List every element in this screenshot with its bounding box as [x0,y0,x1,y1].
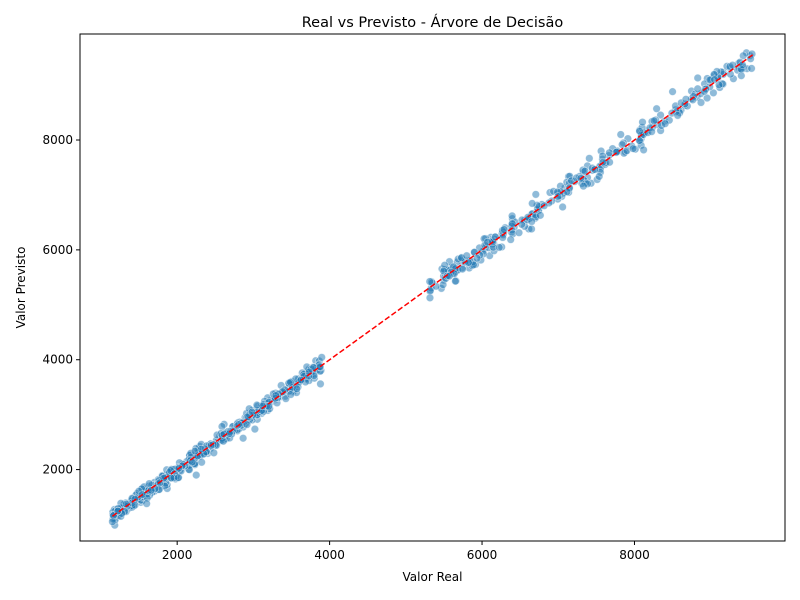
data-point [618,140,627,149]
y-tick-label: 4000 [42,353,73,367]
data-point [464,258,473,267]
data-point [499,225,509,234]
data-point [629,144,638,153]
data-point [286,390,295,399]
plot-area-frame [79,33,786,542]
data-point [225,429,234,438]
data-point [635,127,644,136]
x-tick-label: 8000 [619,548,650,562]
data-point [239,434,248,443]
reference-line [111,54,754,517]
data-point [639,145,648,154]
data-point [647,127,656,136]
data-point [673,111,682,120]
data-point [739,51,748,60]
data-point [250,425,259,434]
x-axis: 2000 4000 6000 8000 [162,541,650,562]
data-point [616,130,625,139]
data-point [696,98,706,107]
data-point [595,172,604,181]
data-point [649,116,659,125]
y-axis: 2000 4000 6000 8000 [42,133,80,477]
data-point [514,228,524,237]
data-point [638,118,647,127]
data-point [506,235,515,244]
data-point [317,353,326,362]
data-point [527,224,536,234]
data-point [472,254,482,263]
data-point [531,190,540,199]
data-point [508,211,517,220]
y-axis-title: Valor Previsto [14,247,28,329]
data-point [693,84,702,93]
data-point [661,119,670,128]
data-point [528,199,537,208]
data-point [536,211,545,220]
x-axis-title: Valor Real [403,570,463,584]
data-point [458,264,467,274]
data-point [728,61,737,70]
data-point [693,73,702,83]
data-point [292,384,301,393]
data-point [451,277,460,286]
data-point [527,217,536,226]
data-point [130,501,140,510]
data-point [656,110,665,120]
data-point [425,277,434,286]
x-tick-label: 2000 [162,548,193,562]
data-point [495,243,504,252]
data-point [579,182,588,191]
data-point [553,192,563,201]
data-point [142,499,151,508]
chart-title: Real vs Previsto - Árvore de Decisão [302,14,564,31]
data-point [190,447,200,456]
data-point [316,379,325,389]
y-tick-label: 6000 [42,243,73,257]
data-point [174,473,183,482]
data-point [709,88,718,97]
x-tick-label: 6000 [467,548,498,562]
data-point [425,293,435,302]
data-point [247,407,257,417]
data-point [747,64,756,73]
data-point [108,517,117,526]
data-point [558,202,567,212]
data-point [635,136,644,145]
y-tick-label: 2000 [42,463,73,477]
data-point [209,448,218,457]
data-point [192,470,201,480]
data-point [585,154,594,163]
data-point [668,87,677,96]
data-point [197,458,206,467]
x-tick-label: 4000 [314,548,345,562]
data-point [286,378,295,387]
data-point [652,104,661,113]
y-tick-label: 8000 [42,133,73,147]
data-point [681,95,691,104]
data-point [714,80,724,89]
